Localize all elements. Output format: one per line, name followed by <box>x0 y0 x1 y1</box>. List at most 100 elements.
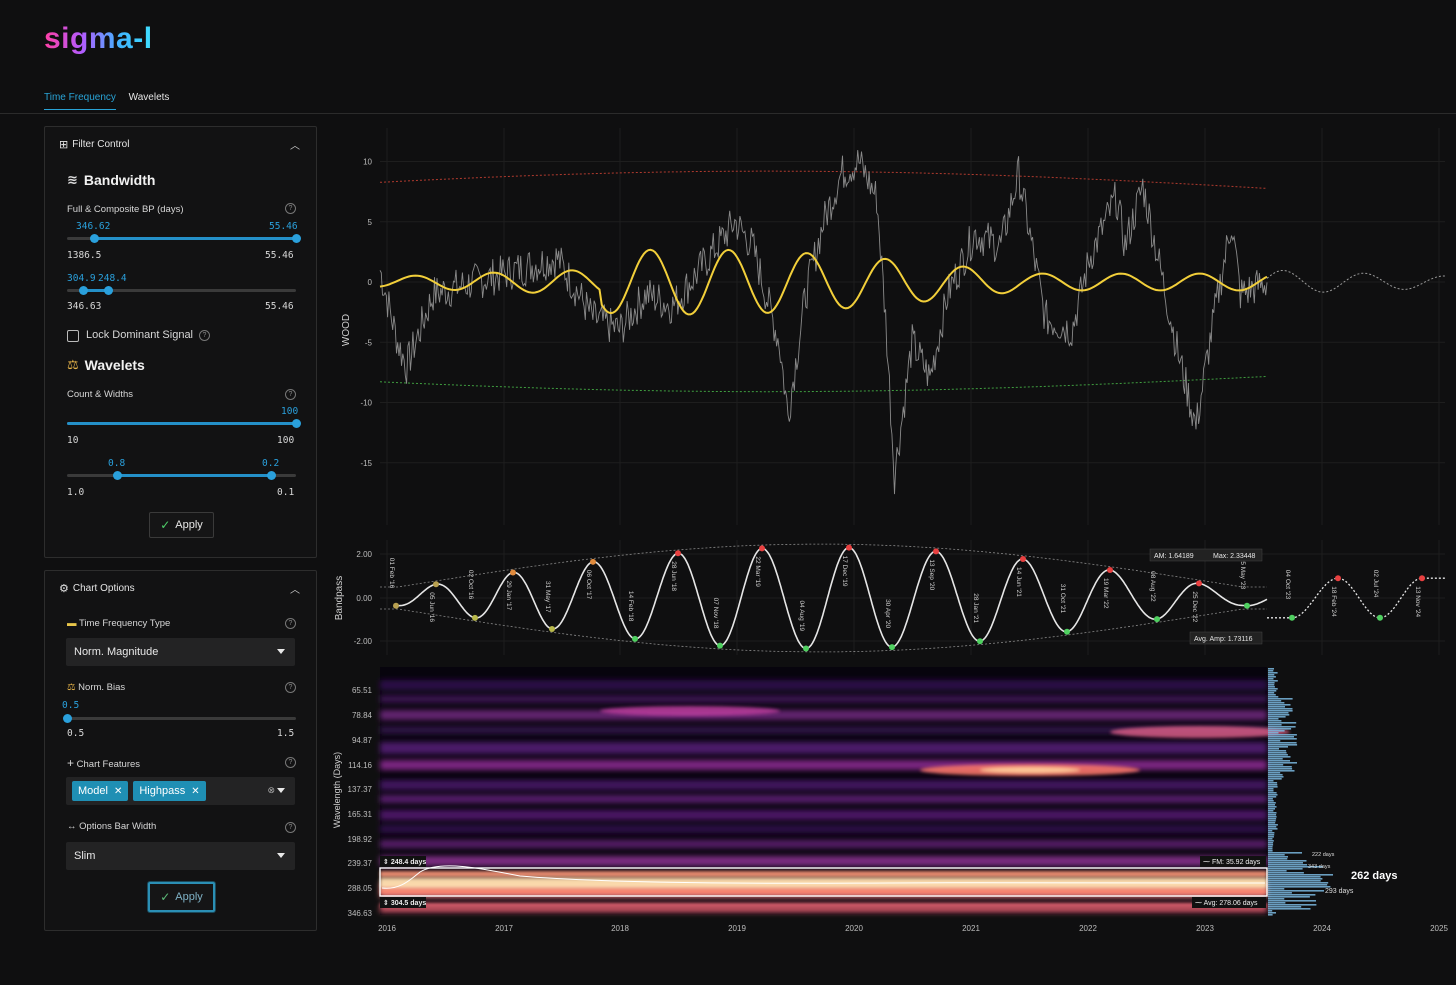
help-icon[interactable]: ? <box>285 389 296 400</box>
year-tick: 2025 <box>1430 924 1448 933</box>
width-slider-low-handle[interactable] <box>113 471 123 480</box>
histogram-bar <box>1268 738 1297 740</box>
help-icon[interactable]: ? <box>199 330 210 341</box>
count-slider-handle[interactable] <box>292 419 301 428</box>
bp-slider-low-handle[interactable] <box>90 234 100 243</box>
histogram-bar <box>1268 828 1278 830</box>
histogram-bar <box>1268 846 1273 848</box>
lock-dominant-checkbox[interactable] <box>67 330 79 342</box>
heatmap-hotspot <box>980 767 1080 773</box>
heatmap-band <box>380 856 1267 866</box>
cycle-marker <box>1107 567 1113 574</box>
histogram-bar <box>1268 776 1284 778</box>
chart-options-header[interactable]: ⚙ Chart Options ︿ <box>45 571 316 605</box>
fm-value: FM: 35.92 days <box>1212 859 1261 866</box>
help-icon[interactable]: ? <box>285 682 296 693</box>
avg-value: Avg: 278.06 days <box>1204 900 1258 907</box>
filter-control-header[interactable]: ⊞ Filter Control ︿ <box>45 127 316 161</box>
bp-slider-fill <box>94 237 296 240</box>
composite-slider-fill <box>83 289 109 292</box>
filter-apply-label: Apply <box>175 519 203 531</box>
help-icon[interactable]: ? <box>285 757 296 768</box>
chevron-up-icon[interactable]: ︿ <box>290 140 300 152</box>
norm-bias-track[interactable] <box>67 717 296 720</box>
chart-features-multiselect[interactable]: Model ✕ Highpass ✕ ⊗ <box>66 777 295 805</box>
bp-min-label: 1386.5 <box>67 250 102 261</box>
histogram-bar <box>1268 888 1285 890</box>
norm-bias-handle[interactable] <box>63 714 72 723</box>
cycle-marker <box>433 581 439 588</box>
bp-low-value: 346.62 <box>76 221 111 232</box>
app-logo: sigma-l <box>44 22 153 55</box>
histogram-bar <box>1268 896 1310 898</box>
histogram-bar <box>1268 850 1273 852</box>
clear-icon[interactable]: ⊗ <box>267 785 275 795</box>
help-icon[interactable]: ? <box>285 203 296 214</box>
histogram-bar <box>1268 800 1274 802</box>
heatmap-band <box>380 795 1267 803</box>
histogram-bar <box>1268 900 1316 902</box>
histogram-bar <box>1268 894 1316 896</box>
bandwidth-heading-text: Bandwidth <box>83 172 156 188</box>
histogram-bar <box>1268 770 1295 772</box>
cycle-date-label: 28 Jan '21 <box>972 593 979 623</box>
histogram-bar <box>1268 750 1287 752</box>
chart-options-title: Chart Options <box>72 582 135 594</box>
heatmap-hotspot <box>380 871 1267 877</box>
histogram-bar <box>1268 910 1273 912</box>
bp-slider-high-handle[interactable] <box>292 234 301 243</box>
histogram-bar <box>1268 882 1329 884</box>
chart-apply-button[interactable]: ✓ Apply <box>148 882 215 912</box>
cycle-marker <box>1419 575 1425 582</box>
close-icon[interactable]: ✕ <box>113 785 123 797</box>
wavelength-tick: 78.84 <box>352 711 373 720</box>
price-y-tick: 10 <box>363 158 372 167</box>
feature-chip-highpass: Highpass ✕ <box>133 781 206 801</box>
projection-series <box>1266 270 1445 293</box>
cycle-marker <box>393 602 399 609</box>
histogram-bar <box>1268 700 1282 702</box>
cycle-date-label: 14 Jun '21 <box>1015 567 1022 597</box>
cycle-date-label: 13 Sep '20 <box>928 559 935 590</box>
histogram-bar <box>1268 706 1285 708</box>
composite-slider-track[interactable] <box>67 289 296 292</box>
width-slider-high-handle[interactable] <box>266 471 276 480</box>
price-y-label: WOOD <box>341 314 352 346</box>
avg-annotation: ⁓ Avg: 278.06 days <box>1192 897 1266 908</box>
heatmap-background <box>380 667 1267 915</box>
histogram-bar <box>1268 708 1293 710</box>
cycle-marker <box>472 614 478 621</box>
cycle-date-label: 08 Aug '22 <box>1149 571 1156 602</box>
help-icon[interactable]: ? <box>285 822 296 833</box>
histogram-bar <box>1268 686 1275 688</box>
filter-apply-button[interactable]: ✓ Apply <box>149 512 214 538</box>
heatmap-hotspot <box>380 889 1267 894</box>
histogram-bar <box>1268 726 1296 728</box>
cycle-date-label: 01 Feb '16 <box>388 558 395 589</box>
am-box <box>1149 548 1263 562</box>
histogram-bar <box>1268 848 1273 850</box>
bp-max-label: 55.46 <box>265 250 294 261</box>
price-series <box>379 150 1268 495</box>
cycle-date-label: 18 Feb '24 <box>1330 586 1337 617</box>
composite-slider-high-handle[interactable] <box>104 286 114 295</box>
histogram-bar <box>1268 744 1298 746</box>
chart-features-label: + Chart Features <box>67 756 140 770</box>
tab-wavelets[interactable]: Wavelets <box>128 92 170 103</box>
help-icon[interactable]: ? <box>285 618 296 629</box>
close-icon[interactable]: ✕ <box>191 785 200 797</box>
histogram-bar <box>1268 758 1283 760</box>
histogram-bar <box>1268 668 1274 670</box>
year-tick: 2018 <box>611 924 629 933</box>
composite-slider-low-handle[interactable] <box>79 286 89 295</box>
tf-type-select[interactable]: Norm. Magnitude <box>66 638 295 666</box>
histogram-bar <box>1268 802 1276 804</box>
histogram-bar <box>1268 816 1277 818</box>
tab-time-frequency[interactable]: Time Frequency <box>44 92 116 110</box>
bar-width-select[interactable]: Slim <box>66 842 295 870</box>
cycle-date-label: 19 Mar '22 <box>1102 578 1109 609</box>
chevron-up-icon[interactable]: ︿ <box>290 584 300 596</box>
chart-features-label-text: Chart Features <box>76 759 141 770</box>
bp-tick-neg2: -2.00 <box>354 637 373 646</box>
waves-icon: ≋ <box>67 172 78 187</box>
